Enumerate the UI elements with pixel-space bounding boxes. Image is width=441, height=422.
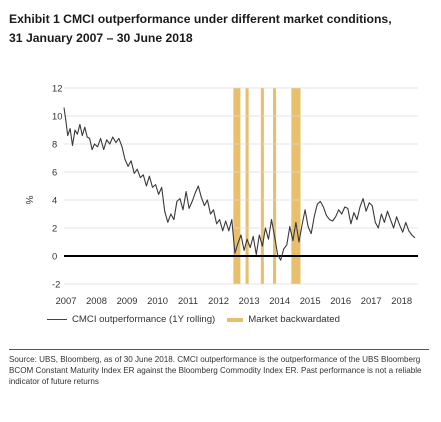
x-tick-label-5: 2012: [208, 295, 229, 306]
x-tick-label-6: 2013: [239, 295, 260, 306]
y-axis-label: %: [23, 196, 34, 205]
source-footnote: Source: UBS, Bloomberg, as of 30 June 20…: [9, 349, 429, 387]
series-line-0: [63, 107, 416, 261]
title-line-1: Exhibit 1 CMCI outperformance under diff…: [9, 12, 392, 26]
x-tick-label-1: 2008: [86, 295, 107, 306]
backwardation-band-1: [245, 88, 249, 284]
backwardation-band-2: [260, 88, 264, 284]
chart-legend: CMCI outperformance (1Y rolling) Market …: [47, 314, 340, 325]
backwardation-band-3: [273, 88, 277, 284]
backwardation-band-4: [291, 88, 301, 284]
x-tick-label-11: 2018: [391, 295, 412, 306]
legend-band-swatch: [227, 317, 244, 322]
x-tick-label-7: 2014: [269, 295, 290, 306]
x-tick-label-0: 2007: [56, 295, 77, 306]
backwardation-band-0: [233, 88, 241, 284]
y-tick-label-6: 0: [52, 251, 57, 262]
y-tick-label-2: 8: [52, 139, 57, 150]
y-tick-label-1: 10: [52, 111, 62, 122]
title-line-2: 31 January 2007 – 30 June 2018: [9, 31, 193, 45]
chart-title: Exhibit 1 CMCI outperformance under diff…: [9, 10, 434, 48]
y-tick-label-3: 6: [52, 167, 57, 178]
x-tick-label-10: 2017: [361, 295, 382, 306]
legend-line-swatch: [47, 319, 67, 320]
y-tick-label-5: 2: [52, 223, 57, 234]
x-tick-label-2: 2009: [117, 295, 138, 306]
y-tick-label-0: 12: [52, 83, 62, 94]
y-tick-label-4: 4: [52, 195, 57, 206]
legend-label-backwardated: Market backwardated: [248, 314, 340, 325]
x-tick-label-3: 2010: [147, 295, 168, 306]
line-chart: 12 10 8 6 4 2 0 -2% 2007 2008 2009 2010 2011 2012 2013…: [23, 83, 418, 306]
x-tick-label-4: 2011: [178, 295, 198, 306]
x-tick-label-8: 2015: [300, 295, 321, 306]
x-tick-label-9: 2016: [330, 295, 351, 306]
legend-label-outperformance: CMCI outperformance (1Y rolling): [72, 314, 216, 325]
y-tick-label-7: -2: [52, 279, 60, 290]
